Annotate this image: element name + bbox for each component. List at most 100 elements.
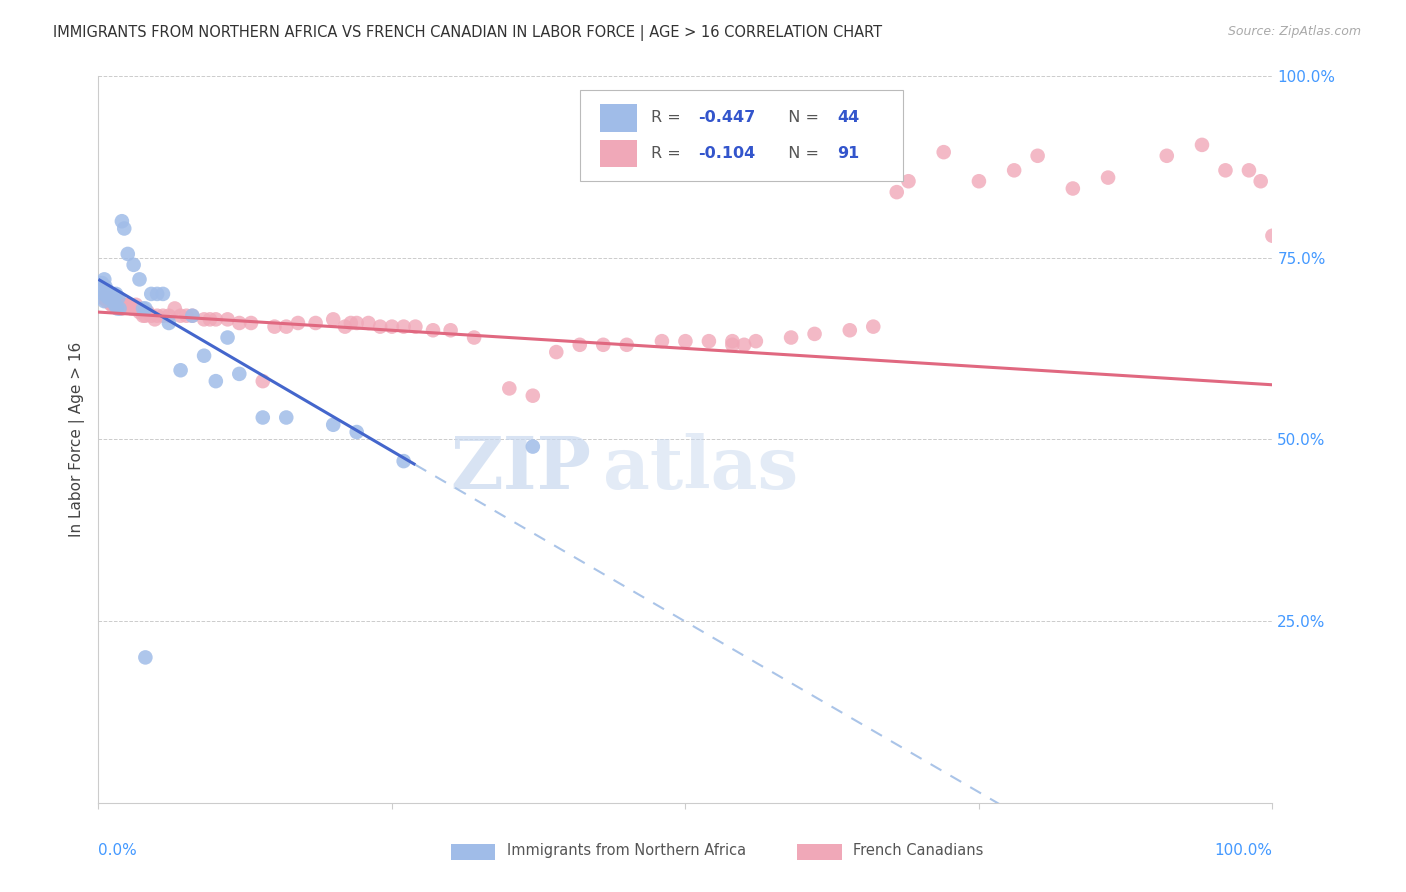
Point [181,309,204,323]
Point [346,425,368,439]
Point [392,319,415,334]
Point [118,298,141,312]
Point [98,287,121,301]
Point [146,287,169,301]
Point [97,291,120,305]
Point [91,287,114,301]
Point [240,316,263,330]
Point [381,319,404,334]
Text: ZIP: ZIP [451,433,592,504]
Point [932,145,955,160]
Point [101,294,124,309]
Point [1026,149,1049,163]
Text: -0.447: -0.447 [699,111,755,126]
Point [101,298,124,312]
Point [263,319,285,334]
Point [112,298,135,312]
Text: 44: 44 [837,111,859,126]
Point [152,287,174,301]
Point [198,312,221,326]
Text: French Canadians: French Canadians [853,843,984,858]
Point [136,305,159,319]
Point [122,301,145,316]
Text: R =: R = [651,111,686,126]
Text: atlas: atlas [603,433,799,504]
Point [287,316,309,330]
Point [105,301,128,316]
Point [176,309,198,323]
Point [107,291,129,305]
Point [228,316,250,330]
Point [103,298,125,312]
Point [568,338,591,352]
Point [217,312,239,326]
Point [193,349,215,363]
Point [132,301,155,316]
Point [94,291,117,305]
Text: -0.104: -0.104 [699,146,755,161]
Point [276,319,298,334]
Point [117,247,139,261]
Point [322,312,344,326]
Point [163,301,186,316]
Point [93,294,115,309]
Point [404,319,426,334]
Text: 91: 91 [837,146,859,161]
Point [745,334,768,348]
Point [838,323,860,337]
Point [780,330,803,344]
Y-axis label: In Labor Force | Age > 16: In Labor Force | Age > 16 [69,342,86,537]
Text: IMMIGRANTS FROM NORTHERN AFRICA VS FRENCH CANADIAN IN LABOR FORCE | AGE > 16 COR: IMMIGRANTS FROM NORTHERN AFRICA VS FRENC… [53,25,883,41]
Point [143,312,166,326]
Point [103,294,125,309]
Point [107,294,129,309]
Point [1062,181,1084,195]
Point [90,283,112,297]
Point [97,291,120,305]
Point [169,363,191,377]
Point [1261,228,1284,243]
Point [592,338,614,352]
Point [120,301,142,316]
FancyBboxPatch shape [600,104,637,132]
Point [97,287,120,301]
Text: N =: N = [778,111,824,126]
Point [98,287,121,301]
Point [205,312,228,326]
Point [111,214,134,228]
Point [304,316,326,330]
Point [228,367,250,381]
Point [346,316,368,330]
Point [205,374,228,388]
Point [125,298,148,312]
Point [96,294,118,309]
Point [322,417,344,432]
Point [803,326,825,341]
Point [340,316,363,330]
Point [104,298,127,312]
Point [697,334,720,348]
Text: 100.0%: 100.0% [1215,843,1272,858]
FancyBboxPatch shape [579,90,903,181]
Point [100,291,122,305]
Point [157,309,180,323]
Point [98,294,121,309]
Point [169,309,191,323]
Point [134,650,156,665]
Point [132,309,155,323]
Point [108,298,131,312]
Point [134,309,156,323]
Point [1156,149,1178,163]
Point [252,410,274,425]
Point [368,319,391,334]
Point [522,389,544,403]
Point [122,258,145,272]
FancyBboxPatch shape [450,844,495,860]
Point [112,221,135,235]
Point [98,291,121,305]
Point [886,185,908,199]
Point [392,454,415,468]
Point [105,294,128,309]
Point [110,301,132,316]
Point [193,312,215,326]
